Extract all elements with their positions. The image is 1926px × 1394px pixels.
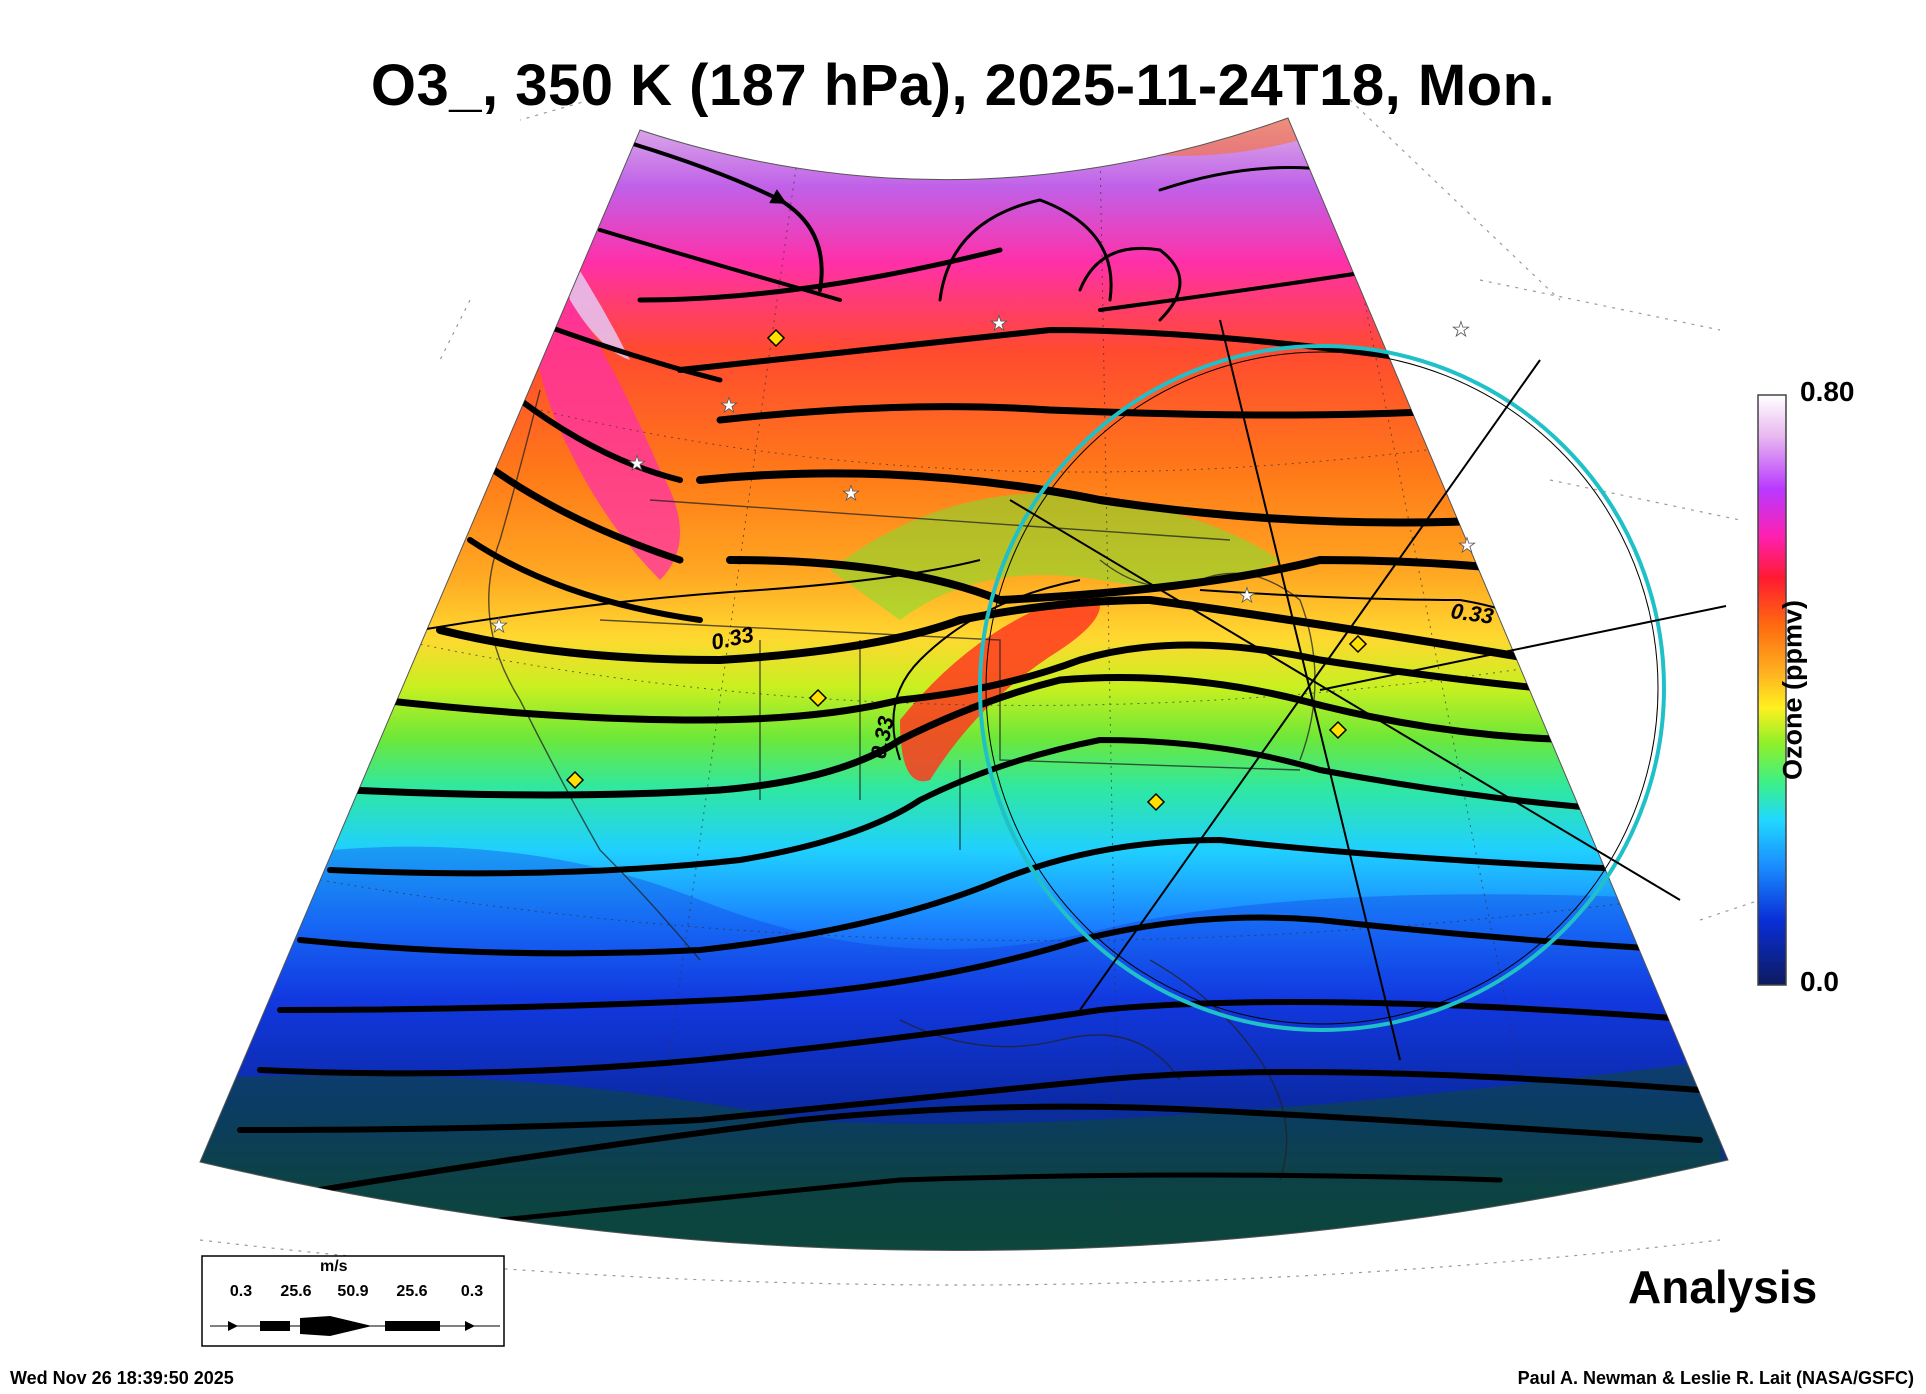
sonde-marker <box>808 688 828 708</box>
station-marker: ★ <box>1452 319 1470 341</box>
ozone-field <box>200 118 1728 1251</box>
wind-scale-label: 50.9 <box>337 1283 369 1300</box>
sonde-marker <box>766 328 786 348</box>
wind-scale-label: 0.3 <box>229 1283 253 1300</box>
station-marker: ★ <box>842 483 860 505</box>
colorbar-title: Ozone (ppmv) <box>1777 600 1808 780</box>
wind-scale-label: 25.6 <box>396 1283 428 1300</box>
credit-line: Paul A. Newman & Leslie R. Lait (NASA/GS… <box>1517 1368 1914 1388</box>
wind-scale-label: 25.6 <box>280 1283 312 1300</box>
range-circle <box>978 319 1727 1061</box>
wind-scale <box>201 1255 505 1347</box>
sonde-marker <box>1328 720 1348 740</box>
station-marker: ★ <box>1458 535 1476 557</box>
station-marker: ★ <box>990 313 1008 335</box>
station-marker: ★ <box>1238 585 1256 607</box>
colorbar <box>1757 394 1787 986</box>
contour-label-3: 0.33 <box>1449 598 1495 629</box>
station-markers: ★ ★ ★ ★ ★ ★ ★ ★ <box>490 313 1477 638</box>
sonde-marker <box>1348 634 1368 654</box>
sonde-marker <box>565 770 585 790</box>
station-marker: ★ <box>720 395 738 417</box>
timestamp: Wed Nov 26 18:39:50 2025 <box>10 1368 234 1388</box>
station-marker: ★ <box>628 453 646 475</box>
sonde-marker <box>1146 792 1166 812</box>
station-marker: ★ <box>490 615 508 637</box>
product-label: Analysis <box>1628 1261 1818 1313</box>
colorbar-max-label: 0.80 <box>1800 376 1855 407</box>
outer-graticule <box>199 99 1761 1286</box>
wind-scale-label: 0.3 <box>460 1283 484 1300</box>
colorbar-min-label: 0.0 <box>1800 966 1839 997</box>
sonde-markers <box>565 328 1368 812</box>
high-ozone-tongue <box>533 260 680 580</box>
map-border <box>199 117 1729 1251</box>
chart-title: O3_, 350 K (187 hPa), 2025-11-24T18, Mon… <box>370 53 1556 118</box>
wind-scale-unit: m/s <box>320 1258 348 1275</box>
